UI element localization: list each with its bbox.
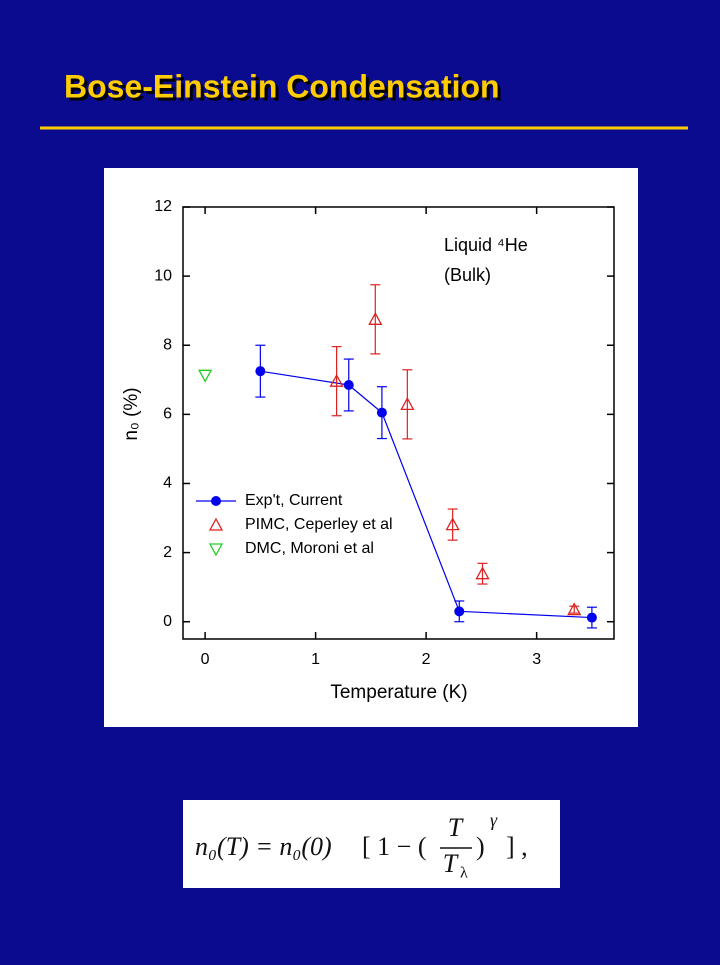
data-point (475, 566, 490, 580)
legend-label: Exp't, Current (245, 492, 343, 509)
y-tick-label: 8 (163, 336, 172, 353)
chart-panel (104, 168, 638, 727)
formula-mid: [ 1 − ( (362, 832, 426, 861)
x-tick-label: 3 (532, 651, 541, 668)
formula-end: ] , (506, 832, 528, 861)
y-axis-label: n₀ (%) (121, 387, 142, 440)
data-point (368, 311, 383, 325)
y-tick-label: 4 (163, 475, 172, 492)
data-point (586, 612, 597, 623)
error-bar (402, 369, 413, 440)
slide-title: Bose-Einstein Condensation (64, 68, 500, 104)
annotation: Liquid ⁴He (444, 235, 528, 255)
error-bar (447, 508, 458, 541)
x-axis-label: Temperature (K) (330, 682, 467, 703)
y-tick-label: 2 (163, 544, 172, 561)
data-point (198, 369, 213, 383)
formula-right: ) (476, 832, 485, 861)
x-tick-label: 2 (422, 651, 431, 668)
legend-marker (208, 517, 224, 531)
data-point (376, 407, 387, 418)
data-point (445, 517, 460, 531)
data-point (400, 396, 415, 410)
legend-label: PIMC, Ceperley et al (245, 516, 393, 533)
formula-box (183, 800, 560, 888)
formula-den-sub: λ (460, 865, 468, 882)
error-bar (370, 284, 381, 355)
annotation: (Bulk) (444, 265, 491, 285)
data-point (343, 379, 354, 390)
data-point (567, 602, 582, 616)
formula-den: T (443, 849, 459, 878)
y-tick-label: 12 (154, 198, 172, 215)
x-tick-label: 1 (311, 651, 320, 668)
legend-marker (208, 543, 224, 557)
plot-frame (182, 206, 615, 640)
data-point (454, 606, 465, 617)
error-bar (569, 605, 580, 614)
x-tick-label: 0 (201, 651, 210, 668)
y-tick-label: 6 (163, 406, 172, 423)
data-point (255, 366, 266, 377)
y-tick-label: 10 (154, 267, 172, 284)
slide-title-shadow: Bose-Einstein Condensation (67, 71, 503, 107)
legend-label: DMC, Moroni et al (245, 540, 374, 557)
legend-marker (211, 496, 221, 506)
error-bar (331, 346, 342, 417)
formula-exp: γ (490, 810, 498, 830)
formula-num: T (448, 813, 464, 842)
y-tick-label: 0 (163, 613, 172, 630)
formula-left: n₀(T) = n₀(0) (195, 832, 332, 861)
data-point (329, 373, 344, 387)
